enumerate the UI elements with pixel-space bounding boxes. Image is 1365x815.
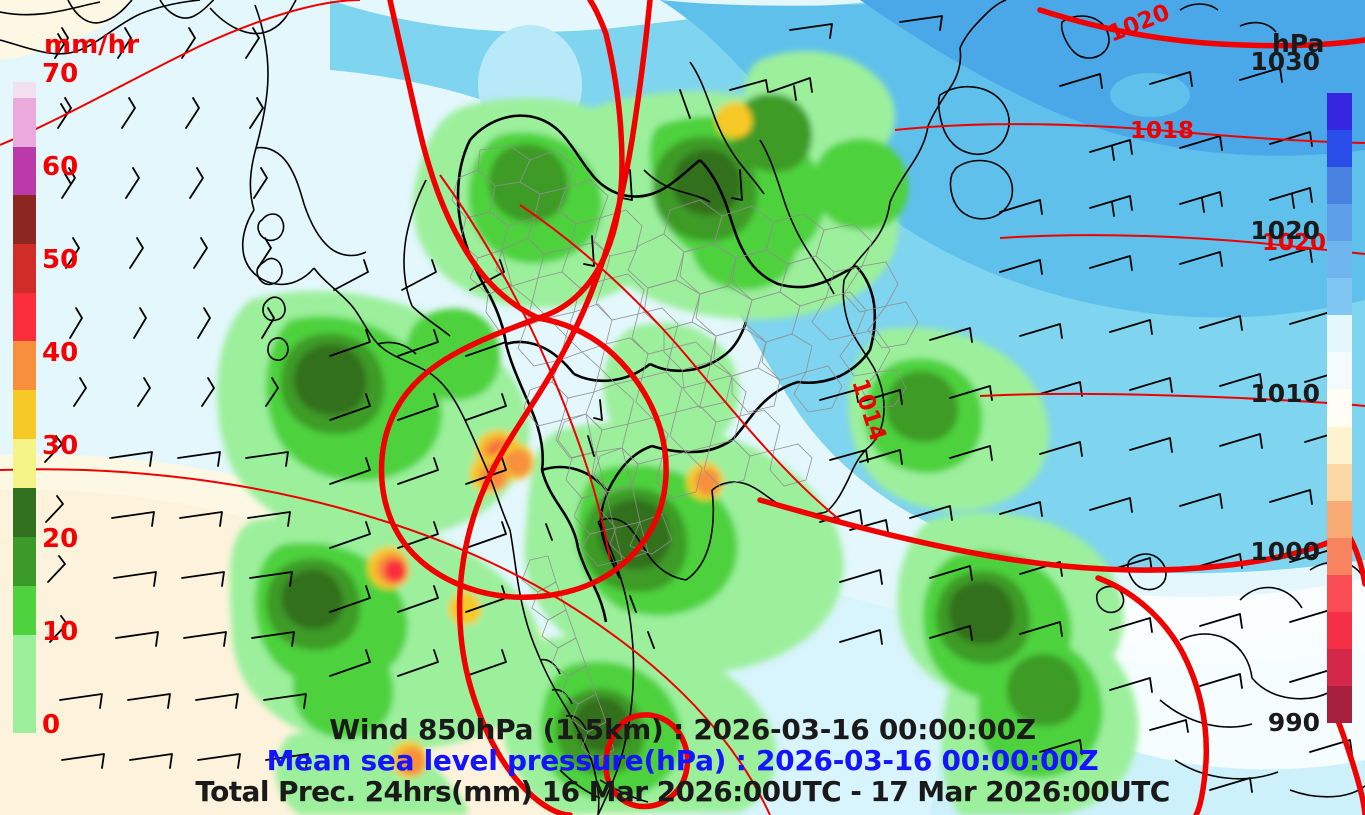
precip-colorbar-band [13, 586, 36, 635]
pressure-colorbar-band [1327, 426, 1352, 464]
pressure-unit-label: hPa [1272, 29, 1325, 58]
pressure-colorbar-band [1327, 204, 1352, 242]
pressure-colorbar-band [1327, 537, 1352, 575]
precip-tick-label: 20 [42, 524, 79, 554]
pressure-tick-label: 1010 [1250, 379, 1320, 408]
isobar-label-1020b: 1020 [1262, 230, 1326, 256]
precip-tick-label: 10 [42, 617, 79, 647]
pressure-tick-label: 1030 [1250, 47, 1320, 76]
pressure-colorbar-band [1327, 130, 1352, 168]
precip-colorbar-band [13, 82, 36, 98]
precip-colorbar-band [13, 684, 36, 733]
precip-tick-label: 0 [42, 710, 61, 740]
precip-tick-label: 70 [42, 59, 79, 89]
pressure-colorbar-band [1327, 389, 1352, 427]
precip-colorbar-band [13, 195, 36, 244]
pressure-colorbar-band [1327, 93, 1352, 131]
pressure-colorbar-band [1327, 315, 1352, 353]
precipitation-unit-label: mm/hr [44, 30, 140, 60]
precip-colorbar-band [13, 488, 36, 537]
isobar-label-1018: 1018 [1130, 118, 1194, 144]
precip-tick-label: 30 [42, 431, 79, 461]
precip-colorbar-band [13, 390, 36, 439]
precip-colorbar-band [13, 293, 36, 341]
pressure-colorbar-band [1327, 463, 1352, 501]
province-boundaries [451, 145, 919, 761]
precip-colorbar-band [13, 244, 36, 293]
pressure-colorbar-band [1327, 685, 1352, 723]
precip-colorbar-band [13, 635, 36, 684]
pressure-colorbar-band [1327, 241, 1352, 279]
pressure-tick-label: 1020 [1250, 216, 1320, 245]
precip-colorbar-band [13, 98, 36, 147]
pressure-colorbar-band [1327, 648, 1352, 686]
pressure-colorbar-band [1327, 352, 1352, 390]
pressure-colorbar-band [1327, 278, 1352, 316]
pressure-colorbar-band [1327, 500, 1352, 538]
pressure-colorbar-band [1327, 167, 1352, 205]
pressure-colorbar-band [1327, 574, 1352, 612]
pressure-tick-label: 990 [1267, 708, 1320, 737]
pressure-colorbar[interactable] [1327, 93, 1352, 723]
precip-tick-label: 40 [42, 338, 79, 368]
precip-colorbar-band [13, 147, 36, 195]
precip-colorbar-band [13, 341, 36, 390]
precip-colorbar-band [13, 537, 36, 586]
isobars-thick [378, 0, 1365, 815]
pressure-colorbar-band [1327, 611, 1352, 649]
precip-tick-label: 50 [42, 245, 79, 275]
pressure-tick-label: 1000 [1250, 537, 1320, 566]
precip-colorbar-band [13, 439, 36, 488]
precip-tick-label: 60 [42, 152, 79, 182]
precipitation-colorbar[interactable] [13, 82, 36, 733]
